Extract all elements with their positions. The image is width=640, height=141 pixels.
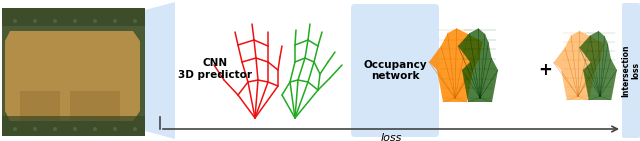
Polygon shape — [579, 31, 617, 100]
Polygon shape — [554, 31, 604, 100]
Circle shape — [13, 19, 17, 23]
Circle shape — [53, 127, 57, 131]
Text: loss: loss — [380, 133, 402, 141]
Polygon shape — [20, 91, 60, 121]
Circle shape — [33, 127, 37, 131]
Polygon shape — [2, 116, 145, 136]
Circle shape — [113, 127, 117, 131]
FancyBboxPatch shape — [351, 4, 439, 137]
Text: Intersection
loss: Intersection loss — [621, 44, 640, 97]
Polygon shape — [458, 28, 498, 102]
Circle shape — [113, 19, 117, 23]
Circle shape — [93, 127, 97, 131]
Circle shape — [73, 19, 77, 23]
Circle shape — [53, 19, 57, 23]
FancyBboxPatch shape — [2, 8, 145, 136]
Polygon shape — [70, 91, 120, 121]
Circle shape — [133, 19, 137, 23]
Polygon shape — [5, 31, 140, 121]
Circle shape — [13, 127, 17, 131]
Circle shape — [73, 127, 77, 131]
Polygon shape — [145, 2, 175, 139]
Text: +: + — [538, 61, 552, 79]
Circle shape — [93, 19, 97, 23]
Circle shape — [133, 127, 137, 131]
Text: CNN
3D predictor: CNN 3D predictor — [178, 58, 252, 80]
Circle shape — [33, 19, 37, 23]
Polygon shape — [429, 28, 483, 102]
FancyBboxPatch shape — [622, 3, 640, 138]
Polygon shape — [2, 8, 145, 26]
Text: Occupancy
network: Occupancy network — [363, 60, 427, 81]
